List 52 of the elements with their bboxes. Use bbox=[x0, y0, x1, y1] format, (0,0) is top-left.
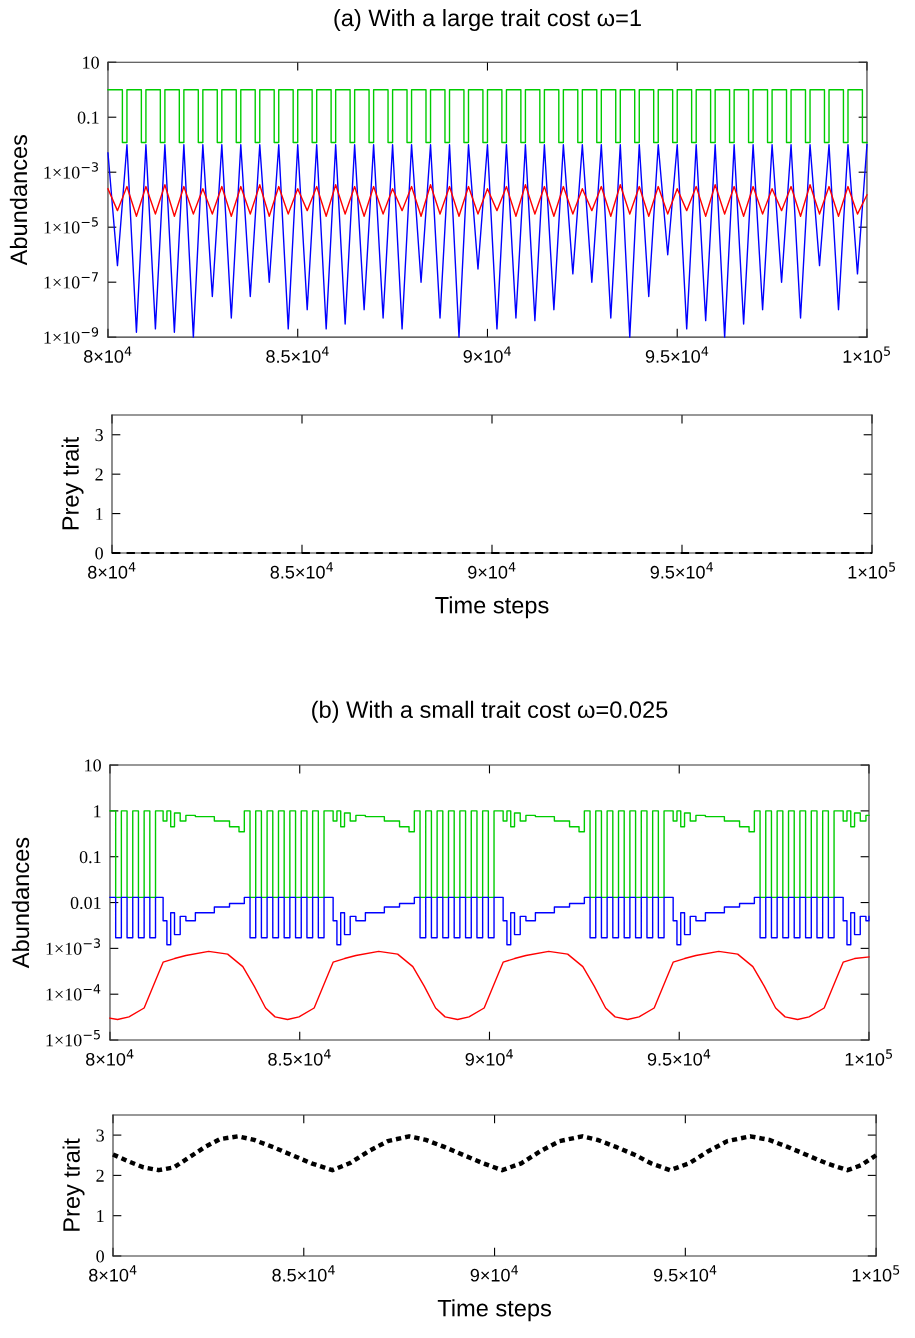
x-tick-label: 9×10$^{4}$ bbox=[465, 1049, 513, 1066]
y-tick-label: 1×10$^{−3}$ bbox=[44, 162, 98, 179]
x-tick-label: 9.5×10$^{4}$ bbox=[653, 1265, 717, 1282]
x-tick-label: 9×10$^{4}$ bbox=[463, 346, 511, 363]
y-tick-label: 1 bbox=[96, 507, 103, 520]
y-tick-label: 1×10$^{−5}$ bbox=[44, 217, 98, 234]
line-series bbox=[110, 1134, 879, 1173]
y-tick-label: 1 bbox=[97, 1210, 104, 1222]
y-tick-label: 0.01 bbox=[70, 896, 101, 910]
y-tick-label: 0.1 bbox=[79, 850, 101, 864]
x-tick-label: 9.5×10$^{4}$ bbox=[645, 346, 709, 363]
y-tick-label: 1×10$^{−7}$ bbox=[44, 272, 98, 289]
y-tick-label: 10 bbox=[85, 759, 101, 772]
x-tick-label: 1×10$^{5}$ bbox=[848, 562, 896, 579]
x-axis-title: Time steps bbox=[435, 596, 549, 619]
y-tick-label: 1×10$^{−5}$ bbox=[46, 1030, 100, 1047]
y-axis-title: Prey trait bbox=[61, 436, 84, 530]
chart-title: (b) With a small trait cost ω=0.025 bbox=[312, 700, 668, 723]
y-tick-label: 0 bbox=[96, 1250, 104, 1263]
line-series bbox=[109, 950, 870, 1021]
x-tick-label: 8.5×10$^{4}$ bbox=[270, 562, 333, 579]
x-tick-label: 9.5×10$^{4}$ bbox=[650, 562, 713, 579]
x-tick-label: 1×10$^{5}$ bbox=[845, 1049, 893, 1066]
x-tick-label: 8.5×10$^{4}$ bbox=[272, 1265, 335, 1282]
x-tick-label: 8×10$^{4}$ bbox=[86, 1049, 134, 1066]
y-axis-title: Abundances bbox=[9, 134, 28, 266]
x-axis-title: Time steps bbox=[437, 1299, 551, 1322]
y-tick-label: 1 bbox=[94, 805, 101, 818]
y-axis-title: Prey trait bbox=[62, 1138, 85, 1231]
y-tick-label: 3 bbox=[96, 1129, 104, 1142]
x-tick-label: 1×10$^{5}$ bbox=[852, 1265, 900, 1282]
x-tick-label: 8.5×10$^{4}$ bbox=[266, 346, 329, 363]
y-tick-label: 2 bbox=[95, 468, 103, 481]
chart-title: (a) With a large trait cost ω=1 bbox=[334, 9, 641, 32]
y-tick-label: 0.1 bbox=[77, 111, 99, 124]
x-tick-label: 1×10$^{5}$ bbox=[843, 346, 891, 363]
y-axis-title: Abundances bbox=[11, 837, 30, 969]
x-tick-label: 8×10$^{4}$ bbox=[88, 562, 136, 579]
x-tick-label: 8×10$^{4}$ bbox=[89, 1265, 137, 1282]
x-tick-label: 8×10$^{4}$ bbox=[84, 346, 132, 363]
y-tick-label: 1×10$^{−4}$ bbox=[46, 984, 101, 1001]
x-tick-label: 9×10$^{4}$ bbox=[468, 562, 516, 579]
y-tick-label: 2 bbox=[96, 1169, 104, 1182]
line-series bbox=[107, 184, 868, 217]
y-tick-label: 1×10$^{−9}$ bbox=[44, 327, 99, 344]
y-tick-label: 10 bbox=[83, 56, 99, 69]
x-tick-label: 8.5×10$^{4}$ bbox=[268, 1049, 331, 1066]
x-tick-label: 9.5×10$^{4}$ bbox=[647, 1049, 711, 1066]
y-tick-label: 1×10$^{−3}$ bbox=[46, 938, 101, 955]
y-tick-label: 0 bbox=[95, 547, 103, 560]
y-tick-label: 3 bbox=[95, 429, 103, 442]
x-tick-label: 9×10$^{4}$ bbox=[470, 1265, 518, 1282]
